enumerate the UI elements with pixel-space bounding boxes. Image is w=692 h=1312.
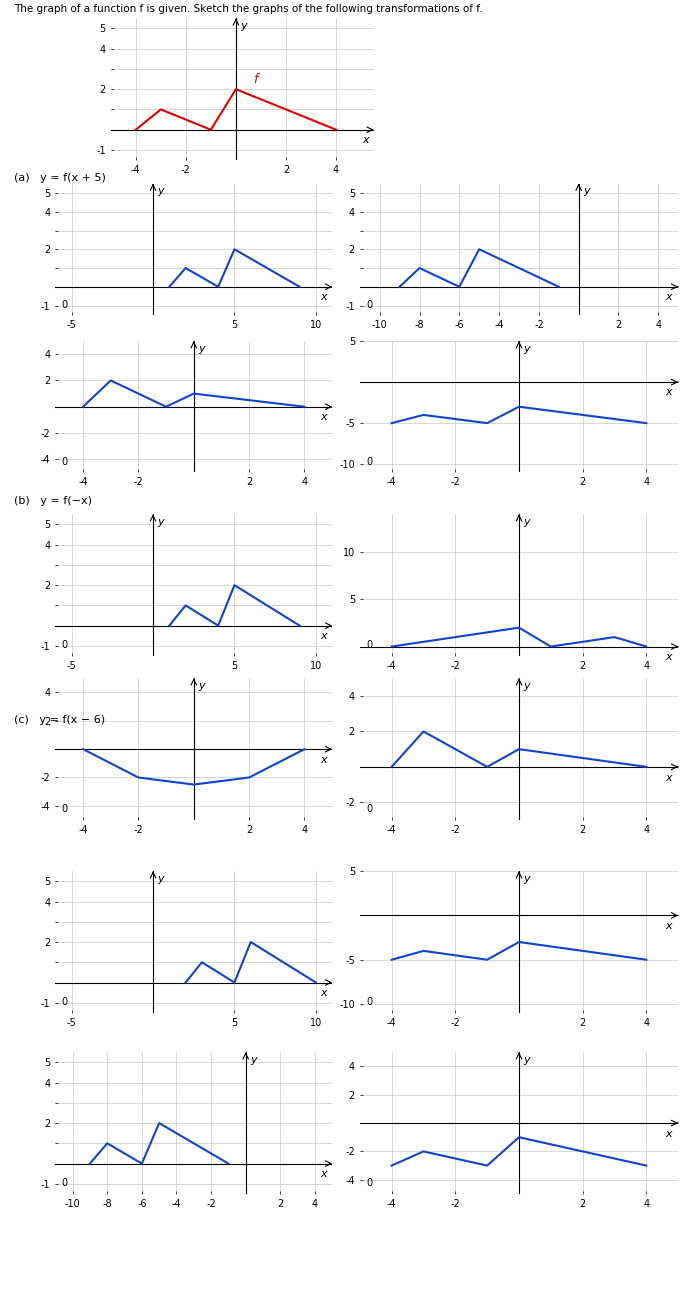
Text: 0: 0	[366, 640, 372, 651]
Text: y: y	[524, 344, 530, 354]
Text: x: x	[665, 921, 672, 932]
Text: 0: 0	[366, 1178, 372, 1189]
Text: 0: 0	[61, 457, 67, 467]
Text: f: f	[253, 73, 258, 87]
Text: y: y	[583, 186, 590, 197]
Text: y: y	[524, 517, 530, 527]
Text: 0: 0	[61, 997, 67, 1008]
Text: x: x	[665, 387, 672, 398]
Text: y: y	[198, 344, 205, 354]
Text: y: y	[524, 681, 530, 691]
Text: x: x	[665, 773, 672, 782]
Text: x: x	[320, 1169, 327, 1179]
Text: (b)   y = f(−x): (b) y = f(−x)	[14, 496, 92, 506]
Text: 0: 0	[61, 640, 67, 651]
Text: 0: 0	[366, 804, 372, 815]
Text: (c)   y = f(x − 6): (c) y = f(x − 6)	[14, 715, 105, 726]
Text: x: x	[320, 293, 327, 302]
Text: x: x	[665, 1128, 672, 1139]
Text: y: y	[157, 874, 164, 884]
Text: 0: 0	[366, 299, 372, 310]
Text: x: x	[665, 652, 672, 663]
Text: 0: 0	[366, 997, 372, 1008]
Text: 0: 0	[61, 804, 67, 815]
Text: 0: 0	[61, 299, 67, 310]
Text: x: x	[665, 293, 672, 302]
Text: 0: 0	[366, 457, 372, 467]
Text: (a)   y = f(x + 5): (a) y = f(x + 5)	[14, 173, 106, 184]
Text: y: y	[157, 517, 164, 527]
Text: x: x	[362, 135, 368, 146]
Text: x: x	[320, 988, 327, 998]
Text: x: x	[320, 754, 327, 765]
Text: The graph of a function f is given. Sketch the graphs of the following transform: The graph of a function f is given. Sket…	[14, 4, 482, 14]
Text: y: y	[198, 681, 205, 691]
Text: y: y	[250, 1055, 257, 1065]
Text: x: x	[320, 412, 327, 422]
Text: x: x	[320, 631, 327, 642]
Text: y: y	[524, 874, 530, 884]
Text: 0: 0	[61, 1178, 67, 1189]
Text: y: y	[524, 1055, 530, 1065]
Text: y: y	[240, 21, 246, 31]
Text: y: y	[157, 186, 164, 197]
